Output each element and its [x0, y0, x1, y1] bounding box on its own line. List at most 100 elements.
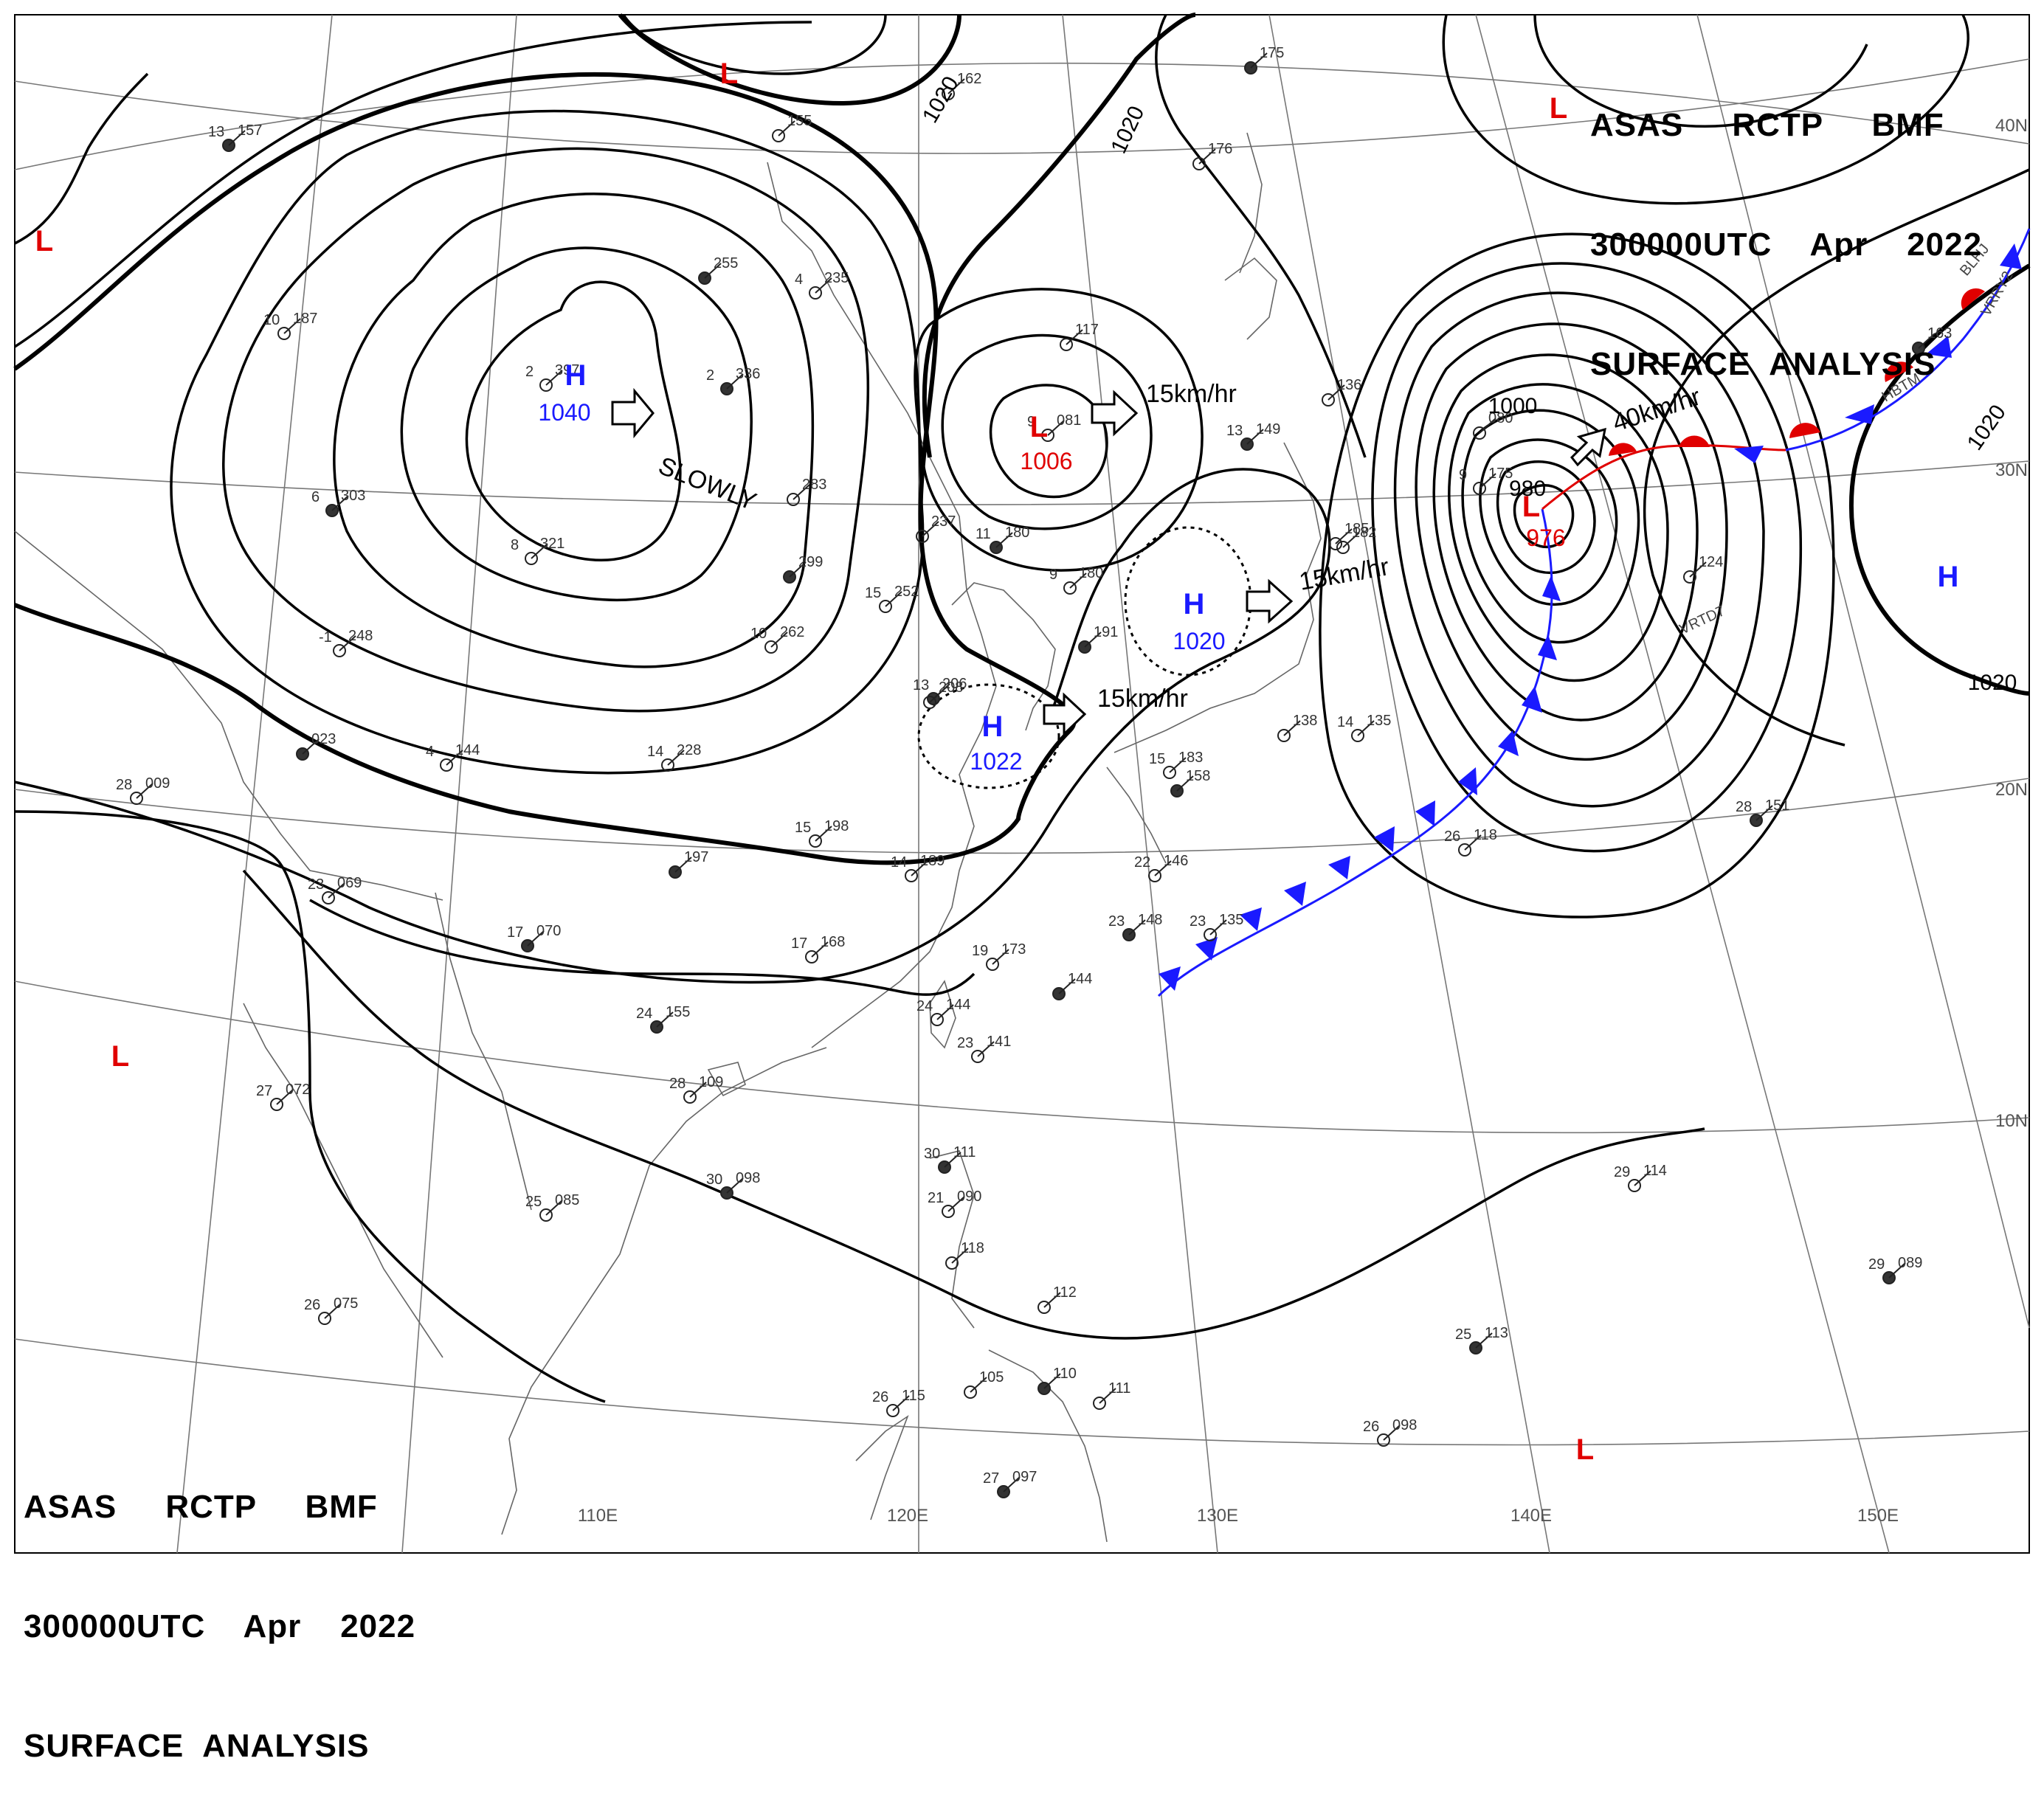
station-circle-icon	[1473, 482, 1486, 495]
station-circle-icon	[539, 378, 553, 392]
cold-front-barb	[1159, 966, 1181, 991]
chart-header-bottom-left: ASAS RCTP BMF 300000UTC Apr 2022 SURFACE…	[24, 1408, 415, 1806]
low-center-label: L	[1550, 92, 1567, 125]
isobar-l976-7	[1415, 322, 1728, 761]
station-circle-icon	[886, 1404, 900, 1417]
ryukyu-islands	[1106, 767, 1167, 864]
station-pressure: 189	[920, 853, 945, 869]
isobar-outer-a	[14, 21, 812, 348]
station-temperature: 9	[1049, 567, 1057, 583]
cold-front-barb	[1284, 882, 1306, 906]
longitude-label: 130E	[1197, 1506, 1238, 1526]
station-temperature: 8	[511, 537, 519, 553]
isobar-southwest	[14, 810, 606, 1403]
station-circle-icon	[1277, 729, 1291, 742]
wind-barb-icon	[778, 120, 795, 136]
station-pressure: 113	[1485, 1325, 1508, 1341]
wind-barb-icon	[726, 1177, 744, 1194]
station-temperature: 9	[1027, 414, 1035, 430]
station-temperature: 21	[928, 1190, 944, 1206]
station-circle-icon	[277, 327, 291, 340]
high-center-value: 1022	[970, 748, 1022, 775]
wind-barb-icon	[1250, 52, 1268, 69]
latitude-30n	[14, 460, 2030, 505]
warm-front-semicircle	[1961, 288, 1985, 310]
station-circle-icon	[945, 1256, 959, 1270]
station-pressure: 023	[311, 731, 336, 747]
wind-barb-icon	[1475, 1332, 1493, 1349]
wind-barb-icon	[228, 130, 246, 146]
cold-front-barb	[1195, 937, 1218, 961]
station-pressure: 124	[1699, 554, 1723, 570]
station-pressure: 162	[957, 71, 981, 87]
cold-front-barb	[1845, 404, 1874, 424]
station-pressure: 111	[953, 1144, 976, 1160]
wind-barb-icon	[531, 543, 548, 559]
station-pressure: 081	[1057, 412, 1081, 429]
low-center-label: L	[35, 225, 53, 257]
isobar-l976-2	[1496, 460, 1596, 575]
station-pressure: 191	[1094, 624, 1118, 640]
wind-barb-icon	[1198, 148, 1216, 165]
high-center-value: 1040	[538, 399, 590, 426]
taiwan-coast	[929, 980, 956, 1049]
cold-front-barb	[1538, 634, 1557, 660]
station-temperature: 15	[865, 585, 881, 601]
station-pressure: 206	[942, 676, 967, 692]
wind-barb-icon	[811, 941, 829, 958]
wind-barb-icon	[1069, 572, 1087, 589]
station-temperature: 11	[976, 526, 991, 542]
station-pressure: 109	[699, 1074, 723, 1090]
station-circle-icon	[1377, 1433, 1390, 1447]
station-circle-icon	[525, 552, 538, 565]
east-cold-front	[1734, 228, 2031, 463]
isobar-l1006-2	[941, 333, 1153, 530]
wind-barb-icon	[704, 263, 722, 279]
wind-barb-icon	[922, 521, 939, 537]
wind-barb-icon	[995, 532, 1013, 548]
wind-barb-icon	[1888, 1262, 1906, 1279]
station-circle-icon	[971, 1050, 984, 1063]
header-line-id: ASAS RCTP BMF	[24, 1489, 378, 1525]
cold-front-barb	[1498, 730, 1519, 756]
station-temperature: 13	[1226, 423, 1243, 439]
high-center-label: H	[1184, 588, 1205, 620]
map-frame	[14, 14, 2030, 1554]
longitude-140e	[1268, 14, 1550, 1554]
high-center-value: 1020	[1173, 628, 1225, 654]
wind-barb-icon	[1209, 919, 1227, 935]
latitude-label: 20N	[1995, 780, 2028, 800]
cold-front-barb	[1522, 686, 1542, 713]
station-temperature: 29	[1868, 1256, 1885, 1273]
station-pressure: 146	[1164, 853, 1188, 869]
wind-barb-icon	[1335, 528, 1353, 544]
warm-front-semicircle	[1609, 443, 1637, 456]
low-center-label: L	[1522, 491, 1540, 523]
isobar-l976-1	[1513, 484, 1575, 549]
station-circle-icon	[1628, 1179, 1641, 1192]
isobar-1020-north-b	[1155, 14, 1367, 458]
wind-barb-icon	[789, 561, 807, 578]
low-center-value: 976	[1526, 525, 1565, 551]
station-pressure: 175	[1260, 45, 1284, 61]
station-pressure: 157	[238, 122, 262, 139]
longitude-110e	[401, 14, 517, 1554]
wind-barb-icon	[929, 687, 947, 703]
wind-barb-icon	[1169, 757, 1187, 773]
wind-barb-icon	[1176, 775, 1194, 792]
isobar-east-outer	[1643, 168, 2030, 747]
station-pressure: 148	[1138, 912, 1162, 928]
wind-barb-icon	[1047, 420, 1065, 436]
station-pressure: 110	[1053, 1366, 1077, 1382]
station-temperature: 10	[263, 312, 280, 328]
wind-barb-icon	[545, 1200, 563, 1216]
station-pressure: 299	[798, 554, 823, 570]
station-temperature: 29	[1614, 1164, 1630, 1180]
station-pressure: 136	[1337, 377, 1361, 393]
wind-barb-icon	[1464, 834, 1482, 851]
station-temperature: 19	[972, 943, 988, 959]
cold-front-barb	[1415, 800, 1435, 826]
isobar-central-south	[309, 899, 976, 996]
wind-barb-icon	[944, 1152, 961, 1168]
chart-header-top-right: ASAS RCTP BMF 300000UTC Apr 2022 SURFACE…	[1590, 26, 1982, 424]
